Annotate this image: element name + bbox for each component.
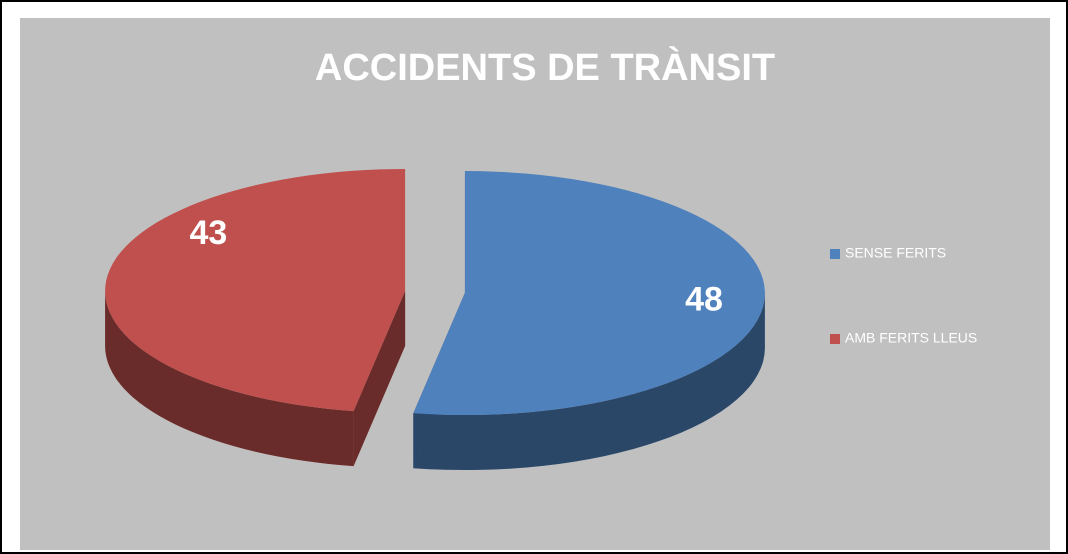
data-label: 43	[189, 214, 227, 252]
legend-label: AMB FERITS LLEUS	[845, 330, 977, 346]
slice-side	[105, 290, 354, 467]
slice-side-shade	[413, 293, 765, 471]
chart-title: ACCIDENTS DE TRÀNSIT	[315, 45, 775, 89]
legend-swatch	[830, 249, 840, 259]
slice-side-shade	[353, 290, 406, 467]
slice	[413, 171, 765, 416]
slice-side	[413, 293, 765, 471]
data-label: 48	[685, 280, 723, 318]
slice-side	[353, 290, 406, 467]
slice-side-shade	[105, 290, 354, 467]
legend-swatch	[830, 334, 840, 344]
slice	[105, 168, 406, 412]
legend-label: SENSE FERITS	[845, 245, 946, 261]
